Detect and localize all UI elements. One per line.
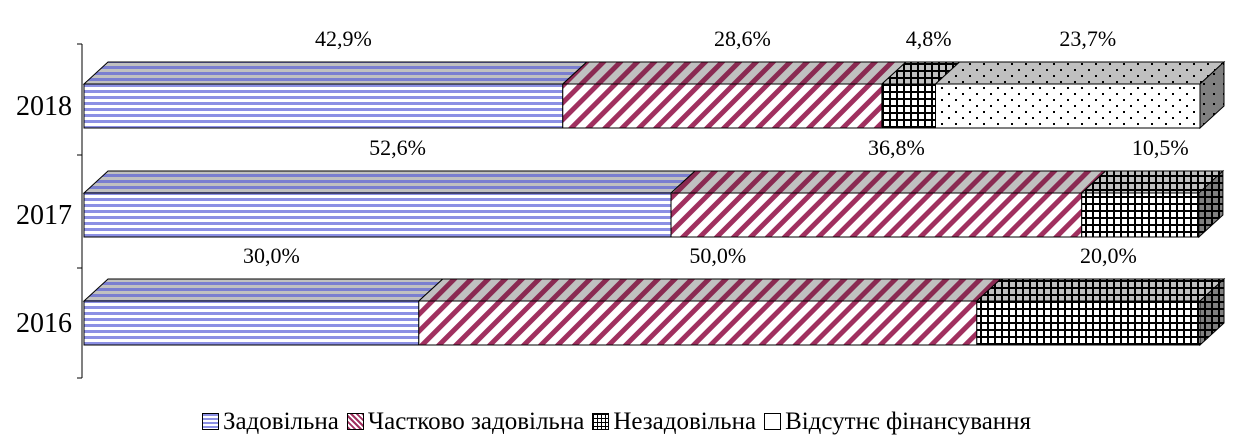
bar-segment (84, 301, 419, 345)
legend-label: Відсутнє фінансування (785, 408, 1031, 435)
legend-swatch (592, 413, 609, 430)
bar-segment (936, 84, 1200, 128)
legend-label: Частково задовільна (368, 408, 584, 435)
category-label: 2016 (16, 308, 72, 339)
category-label: 2018 (16, 91, 72, 122)
bar-segment-top (84, 62, 587, 84)
bar-segment-top (936, 62, 1224, 84)
bar-segment (84, 193, 671, 237)
bar-segment-top (563, 62, 906, 84)
data-label: 30,0% (243, 243, 300, 268)
legend-swatch (764, 413, 781, 430)
legend-item: Задовільна (202, 408, 339, 436)
legend-swatch (202, 413, 219, 430)
legend-swatch (347, 413, 364, 430)
data-label: 20,0% (1080, 243, 1137, 268)
data-label: 50,0% (689, 243, 746, 268)
legend-item: Частково задовільна (347, 408, 584, 436)
bar-segment (671, 193, 1082, 237)
legend-item: Незадовільна (592, 408, 756, 436)
data-label: 4,8% (906, 26, 952, 51)
bar-segment (882, 84, 936, 128)
legend-label: Задовільна (223, 408, 339, 435)
data-label: 42,9% (315, 26, 372, 51)
legend-item: Відсутнє фінансування (764, 408, 1031, 436)
data-label: 10,5% (1132, 135, 1189, 160)
bar-segment (977, 301, 1200, 345)
bar-segment-top (977, 279, 1224, 301)
bar-segment-top (84, 279, 443, 301)
bar-segment-top (419, 279, 1001, 301)
data-label: 52,6% (369, 135, 426, 160)
bar-segment (563, 84, 882, 128)
data-label: 23,7% (1059, 26, 1116, 51)
data-label: 36,8% (868, 135, 925, 160)
bar-segment-top (84, 171, 695, 193)
legend-label: Незадовільна (613, 408, 756, 435)
bar-segment (84, 84, 563, 128)
bar-segment-top (671, 171, 1106, 193)
data-label: 28,6% (714, 26, 771, 51)
bar-segment (1082, 193, 1199, 237)
legend: Задовільна Частково задовільна Незадовільн… (0, 408, 1233, 436)
bar-segment (419, 301, 977, 345)
category-label: 2017 (16, 200, 72, 231)
bar-segment-top (1082, 171, 1223, 193)
